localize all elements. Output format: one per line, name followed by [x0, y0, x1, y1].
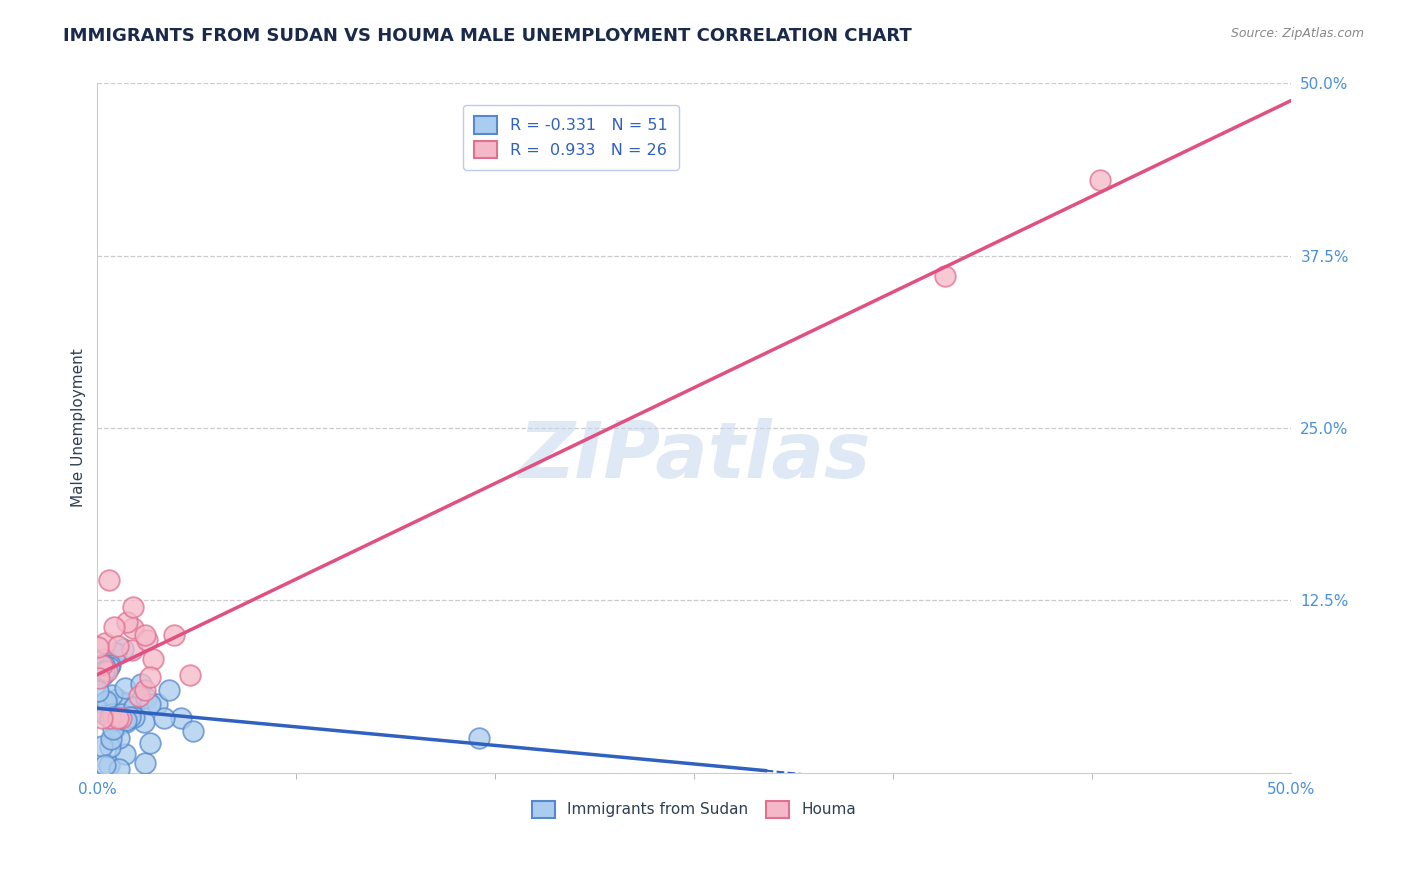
Point [91, 696, 114, 710]
Point [139, 735, 162, 749]
Point [93, 652, 115, 666]
Point [103, 620, 125, 634]
Point [107, 710, 129, 724]
Point [122, 700, 145, 714]
Point [103, 713, 125, 727]
Point [121, 643, 143, 657]
Point [98, 739, 121, 754]
Point [87, 683, 110, 698]
Point [934, 269, 956, 284]
Point [122, 700, 145, 714]
Point [134, 682, 156, 697]
Point [94, 693, 117, 707]
Point [114, 681, 136, 696]
Point [122, 600, 145, 615]
Point [91, 657, 114, 672]
Point [157, 683, 180, 698]
Point [101, 706, 124, 721]
Point [91, 710, 114, 724]
Point [114, 714, 136, 729]
Point [108, 731, 131, 745]
Point [114, 747, 136, 762]
Point [112, 641, 135, 656]
Point [134, 628, 156, 642]
Point [139, 697, 162, 711]
Point [146, 697, 169, 711]
Point [105, 692, 128, 706]
Point [98, 710, 121, 724]
Point [91, 739, 114, 754]
Point [142, 652, 165, 666]
Point [124, 710, 146, 724]
Point [103, 722, 125, 736]
Point [105, 646, 128, 660]
Point [105, 720, 128, 734]
Point [98, 660, 121, 674]
Point [120, 709, 142, 723]
Point [93, 658, 115, 673]
Point [104, 713, 127, 727]
Point [89, 671, 111, 685]
Point [96, 664, 118, 678]
Point [129, 676, 152, 690]
Point [87, 640, 110, 655]
Point [93, 665, 115, 679]
Point [170, 710, 193, 724]
Point [98, 658, 121, 673]
Point [153, 710, 176, 724]
Point [136, 632, 159, 647]
Point [163, 628, 186, 642]
Text: Source: ZipAtlas.com: Source: ZipAtlas.com [1230, 27, 1364, 40]
Point [1088, 173, 1111, 187]
Point [94, 707, 117, 722]
Point [181, 724, 204, 739]
Point [132, 715, 155, 730]
Point [139, 670, 162, 684]
Point [98, 573, 121, 587]
Point [110, 710, 132, 724]
Point [97, 697, 120, 711]
Text: ZIPatlas: ZIPatlas [517, 417, 870, 493]
Text: IMMIGRANTS FROM SUDAN VS HOUMA MALE UNEMPLOYMENT CORRELATION CHART: IMMIGRANTS FROM SUDAN VS HOUMA MALE UNEM… [63, 27, 912, 45]
Point [128, 690, 150, 704]
Point [91, 667, 114, 681]
Y-axis label: Male Unemployment: Male Unemployment [72, 349, 86, 508]
Point [121, 621, 143, 635]
Point [468, 731, 491, 746]
Point [115, 615, 138, 629]
Legend: Immigrants from Sudan, Houma: Immigrants from Sudan, Houma [526, 795, 862, 823]
Point [97, 758, 120, 772]
Point [115, 696, 138, 710]
Point [179, 668, 201, 682]
Point [94, 636, 117, 650]
Point [107, 639, 129, 653]
Point [101, 709, 124, 723]
Point [135, 691, 157, 706]
Point [94, 757, 117, 772]
Point [107, 762, 129, 776]
Point [115, 713, 138, 727]
Point [134, 756, 156, 770]
Point [110, 706, 132, 721]
Point [101, 689, 124, 703]
Point [105, 712, 128, 726]
Point [100, 731, 122, 746]
